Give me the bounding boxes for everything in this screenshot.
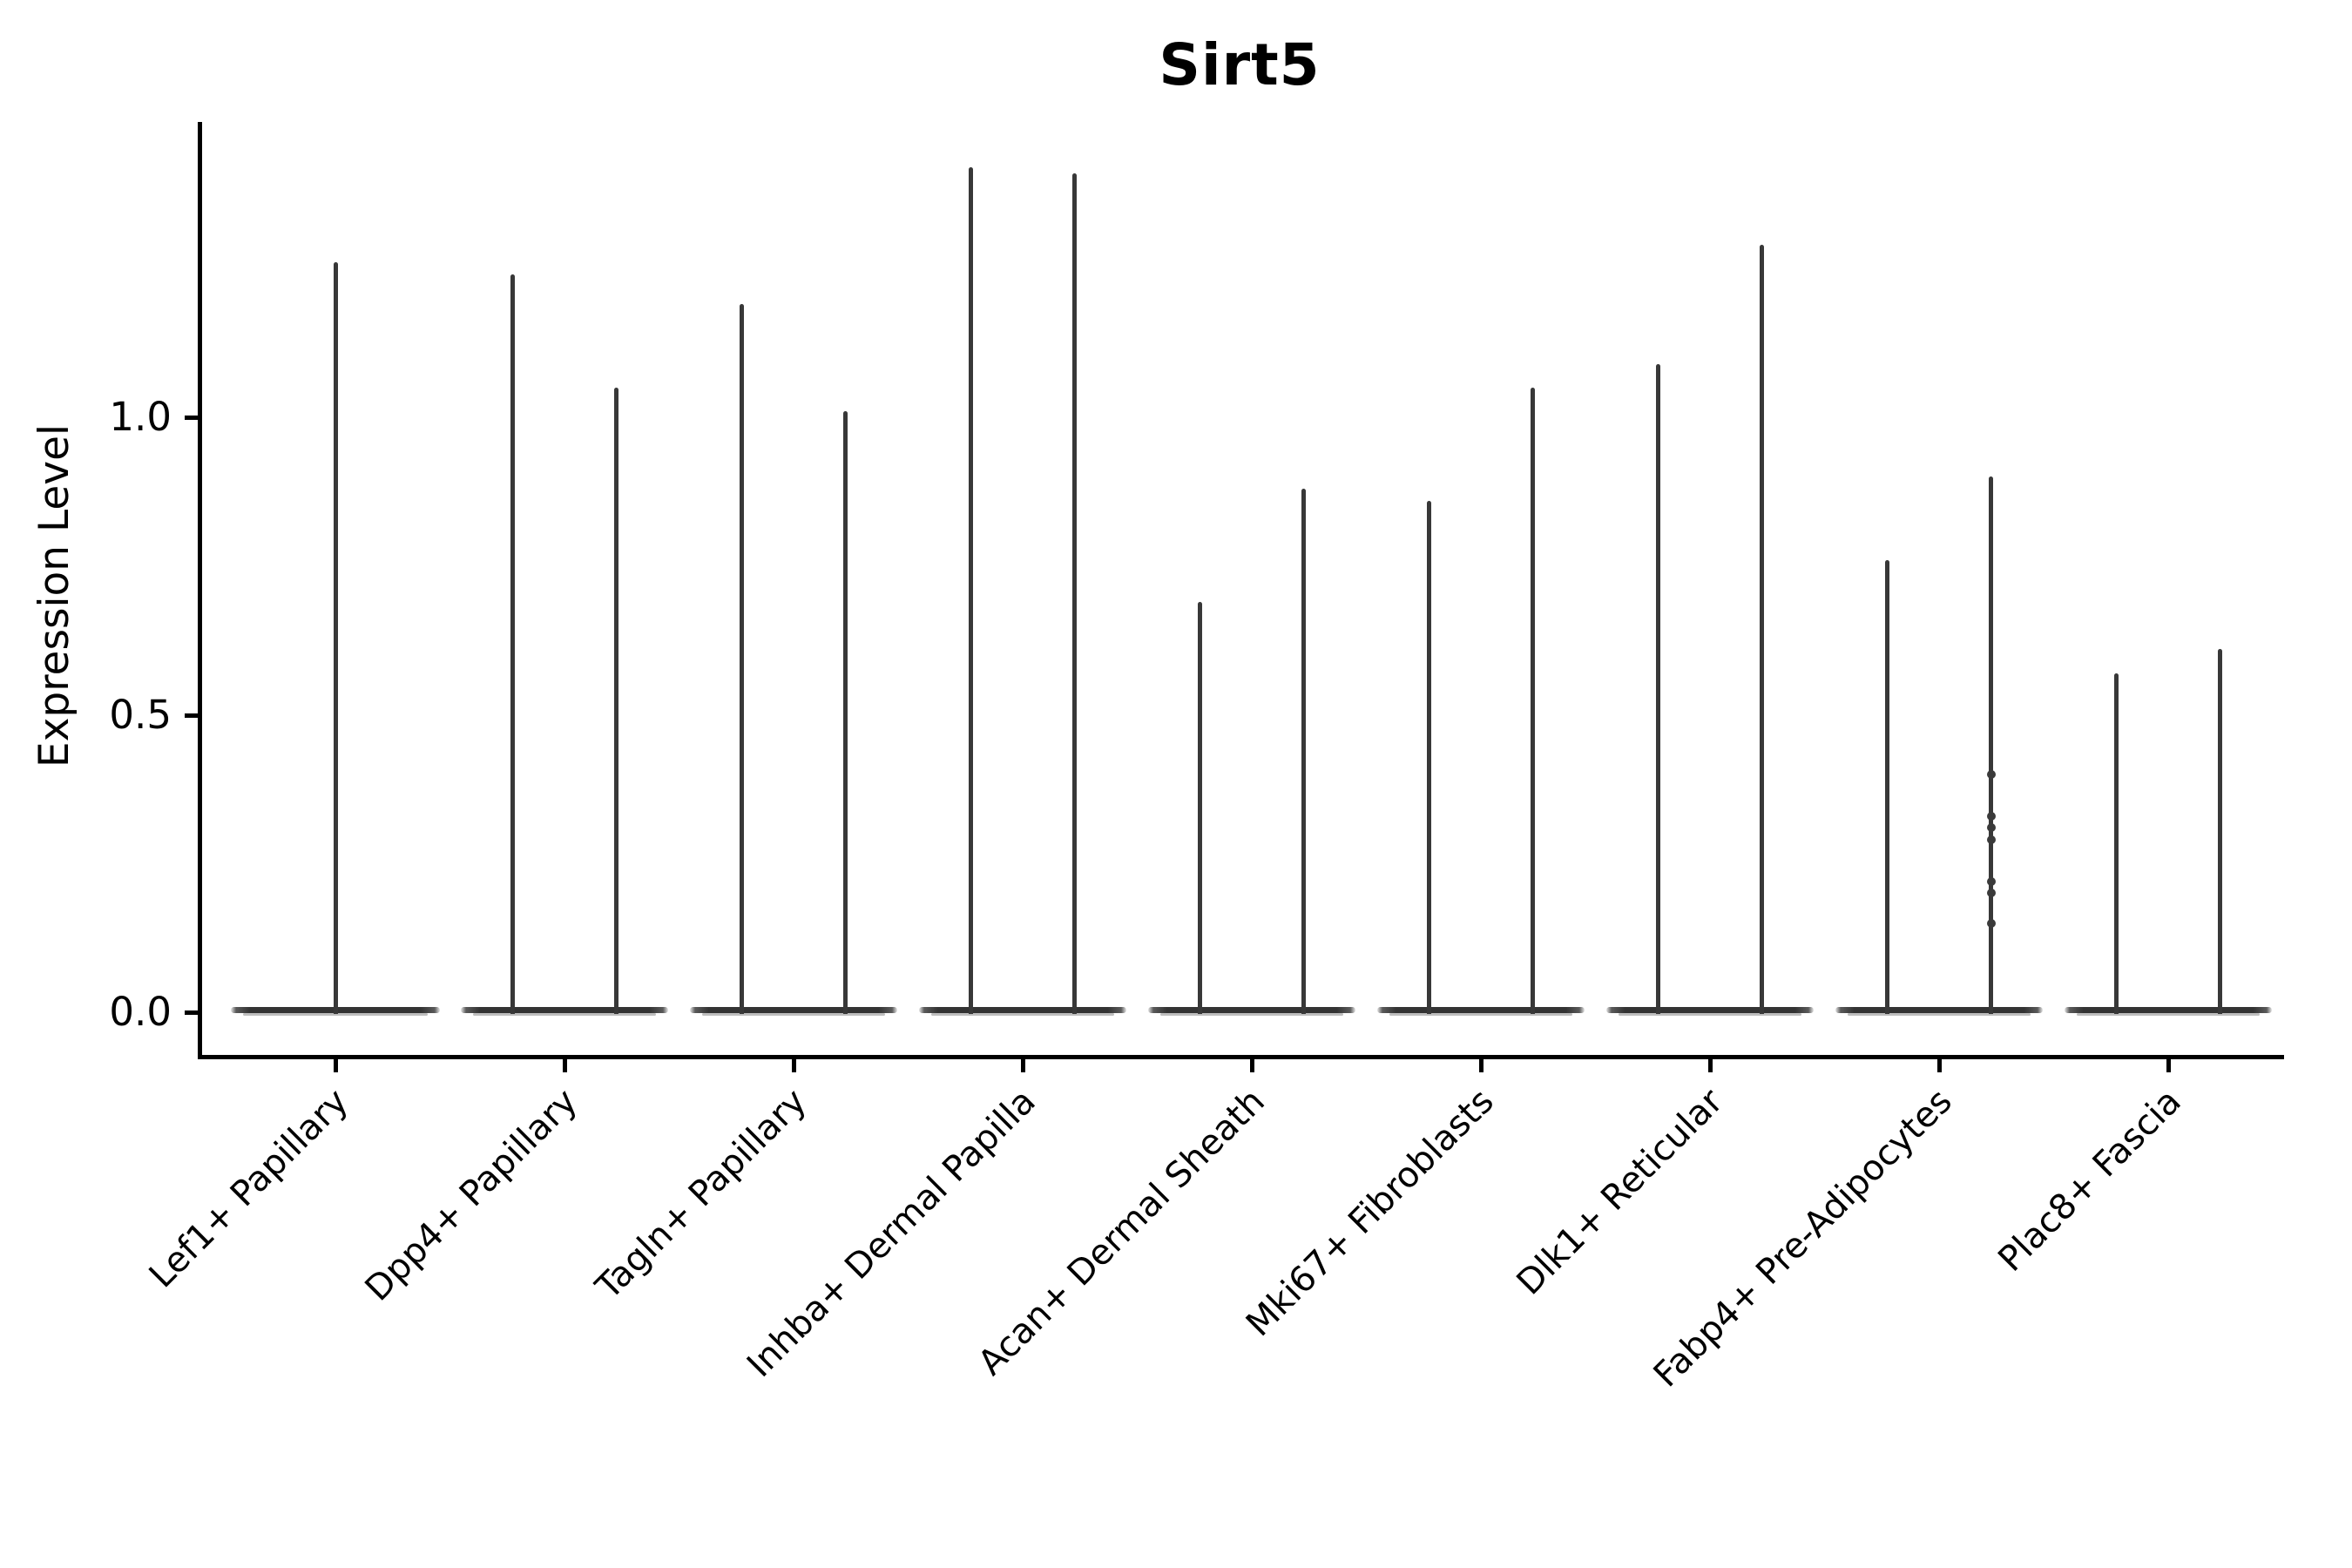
violin-max-spike [969,167,973,1014]
x-tick-mark [1708,1059,1713,1072]
x-tick-label: Lef1+ Papillary [141,1081,356,1296]
violin-zero-density [1606,1007,1814,1013]
x-tick-mark [1250,1059,1254,1072]
y-tick-label: 1.0 [109,394,172,440]
x-tick-mark [2166,1059,2171,1072]
y-tick-label: 0.0 [109,989,172,1035]
violin-max-spike [2218,649,2222,1014]
y-tick-mark [185,1010,198,1015]
cell-point-dot [1986,835,1996,844]
x-tick-mark [1021,1059,1025,1072]
violin-max-spike [1301,488,1306,1014]
violin-max-spike [1885,559,1889,1014]
violin-zero-density-shadow [931,1013,1114,1016]
violin-max-spike [333,262,338,1014]
violin-max-spike [843,411,848,1014]
x-tick-label: Plac8+ Fascia [1990,1081,2189,1280]
violin-max-spike [2114,672,2119,1014]
violin-max-spike [1427,500,1431,1014]
violin-zero-density-shadow [473,1013,656,1016]
y-tick-mark [185,416,198,420]
violin-zero-density [690,1007,897,1013]
x-tick-label: Dpp4+ Papillary [357,1081,585,1309]
chart-title: Sirt5 [1159,31,1321,98]
violin-zero-density-shadow [1389,1013,1572,1016]
violin-max-spike [1656,363,1660,1014]
cell-point-dot [1986,811,1996,821]
violin-max-spike [740,304,744,1014]
violin-max-spike [1531,387,1535,1014]
cell-point-dot [1986,769,1996,779]
x-tick-label: Tagln+ Papillary [588,1081,814,1308]
violin-max-spike [510,274,515,1014]
violin-zero-density [461,1007,668,1013]
x-axis-spine [198,1055,2284,1059]
cell-point-dot [1986,918,1996,928]
y-axis-spine [198,122,202,1059]
x-tick-mark [792,1059,796,1072]
violin-zero-density [1835,1007,2043,1013]
violin-zero-density [1148,1007,1355,1013]
cell-point-dot [1986,889,1996,898]
x-tick-label: Mki67+ Fibroblasts [1238,1081,1502,1345]
y-tick-label: 0.5 [109,691,172,738]
violin-max-spike [1198,601,1202,1014]
cell-point-dot [1986,823,1996,833]
violin-zero-density-shadow [1619,1013,1801,1016]
x-tick-mark [563,1059,567,1072]
y-axis-label: Expression Level [30,423,78,768]
violin-max-spike [1760,244,1764,1014]
violin-zero-density [1377,1007,1585,1013]
violin-zero-density-shadow [1848,1013,2031,1016]
cell-point-dot [1986,876,1996,886]
x-tick-label: Dlk1+ Reticular [1509,1081,1731,1303]
violin-zero-density [919,1007,1126,1013]
x-tick-mark [1479,1059,1484,1072]
x-tick-mark [1937,1059,1942,1072]
violin-max-spike [1989,476,1993,1014]
violin-max-spike [1072,172,1077,1014]
violin-zero-density-shadow [702,1013,885,1016]
violin-max-spike [614,387,618,1014]
violin-zero-density-shadow [1160,1013,1343,1016]
x-tick-mark [334,1059,338,1072]
violin-zero-density-shadow [243,1013,428,1016]
violin-zero-density-shadow [2077,1013,2260,1016]
violin-zero-density [2065,1007,2272,1013]
y-tick-mark [185,713,198,718]
